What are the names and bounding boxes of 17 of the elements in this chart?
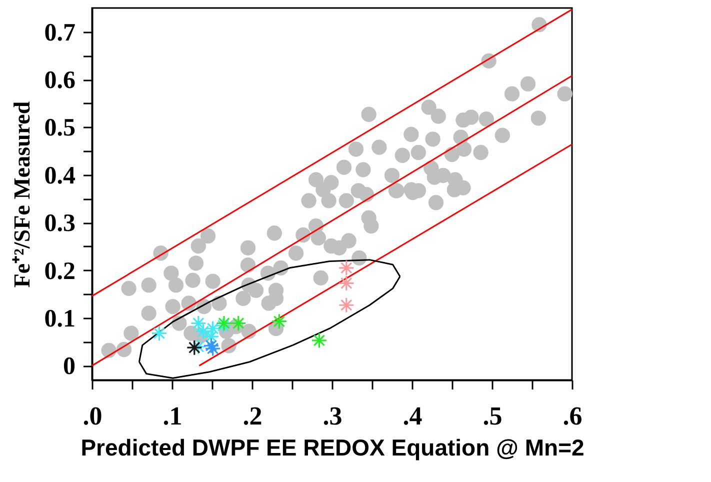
y-tick-label: 0.2 [44, 258, 76, 285]
x-tick-label: .3 [322, 402, 342, 430]
y-tick-label: 0.3 [44, 210, 76, 238]
y-tick-label: 0.5 [44, 114, 76, 142]
y-tick-label: 0.6 [44, 67, 76, 94]
x-tick-label: .5 [482, 402, 502, 430]
x-tick-label: .0 [82, 402, 102, 430]
x-tick-label: .1 [162, 402, 182, 430]
y-tick-label: 0.7 [44, 19, 76, 46]
y-tick-label: 0 [63, 353, 76, 380]
y-tick-label: 0.1 [44, 306, 76, 332]
x-tick-label: .6 [562, 402, 582, 430]
y-tick-label: 0.4 [44, 162, 76, 190]
y-axis-title: Fe⁺²/SFe Measured [9, 101, 34, 288]
x-tick-label: .4 [402, 402, 422, 430]
x-axis-title: Predicted DWPF EE REDOX Equation @ Mn=2 [80, 434, 584, 460]
x-tick-label: .2 [242, 402, 262, 430]
